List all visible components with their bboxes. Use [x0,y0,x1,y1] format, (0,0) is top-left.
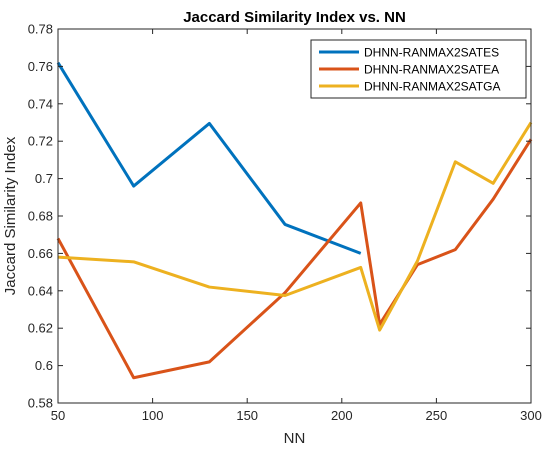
x-tick-label: 100 [142,408,164,423]
y-tick-label: 0.72 [28,134,53,149]
legend-label-2: DHNN-RANMAX2SATEA [364,63,499,77]
x-tick-label: 200 [331,408,353,423]
y-tick-label: 0.68 [28,209,53,224]
x-tick-label: 150 [236,408,258,423]
y-axis-label: Jaccard Similarity Index [2,136,19,295]
y-tick-label: 0.58 [28,396,53,411]
y-tick-label: 0.62 [28,321,53,336]
series-line-3 [57,121,533,332]
legend: DHNN-RANMAX2SATES DHNN-RANMAX2SATEA DHNN-R… [310,39,527,99]
y-tick-label: 0.78 [28,22,53,37]
y-tick-label: 0.64 [28,283,53,298]
y-tick-label: 0.66 [28,246,53,261]
series-line-2 [56,138,533,380]
legend-label-1: DHNN-RANMAX2SATES [364,46,499,60]
chart-title: Jaccard Similarity Index vs. NN [183,9,406,26]
x-tick-label: 300 [520,408,542,423]
ticks-layer: 50 100 150 200 250 300 0.58 0.6 0.62 0.64 0.66 0.68… [28,22,542,424]
legend-label-3: DHNN-RANMAX2SATGA [364,80,500,94]
y-tick-label: 0.76 [28,59,53,74]
x-tick-label: 250 [426,408,448,423]
series-layer [56,61,533,380]
x-tick-label: 50 [51,408,65,423]
y-tick-label: 0.6 [35,358,53,373]
y-tick-label: 0.74 [28,96,53,111]
series-line-1 [56,61,362,255]
y-tick-label: 0.7 [35,171,53,186]
x-axis-label: NN [284,430,306,447]
